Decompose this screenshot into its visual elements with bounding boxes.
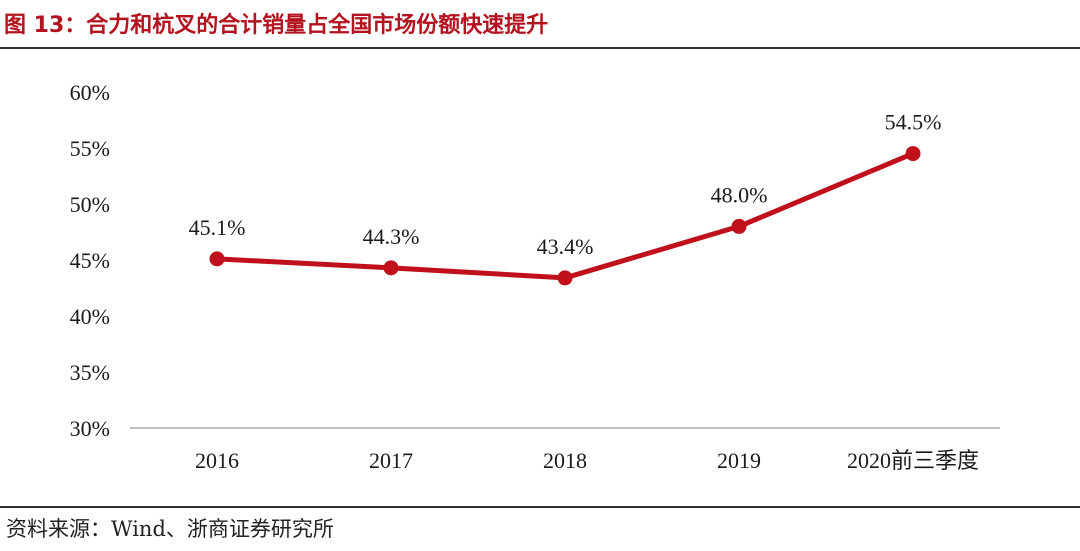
y-tick-label: 40% <box>70 304 110 329</box>
x-tick-label: 2017 <box>369 448 413 473</box>
series-line <box>214 151 916 281</box>
x-tick-label: 2020前三季度 <box>847 448 979 473</box>
x-tick-label: 2018 <box>543 448 587 473</box>
y-tick-label: 50% <box>70 192 110 217</box>
data-label: 48.0% <box>711 182 768 207</box>
y-tick-label: 30% <box>70 416 110 441</box>
bottom-rule <box>0 506 1080 508</box>
series-layer: 45.1% 44.3% 43.4% 48.0% 54.5% <box>189 110 942 286</box>
source-note: 资料来源：Wind、浙商证券研究所 <box>6 517 334 541</box>
y-tick-label: 45% <box>70 248 110 273</box>
top-rule <box>0 47 1080 49</box>
x-tick-label: 2016 <box>195 448 239 473</box>
x-axis: 2016 2017 2018 2019 2020前三季度 <box>130 427 1000 473</box>
y-axis: 30% 35% 40% 45% 50% 55% 60% <box>70 80 110 441</box>
data-label: 43.4% <box>537 234 594 259</box>
data-point <box>905 146 921 162</box>
data-label: 54.5% <box>885 110 942 135</box>
y-tick-label: 35% <box>70 360 110 385</box>
data-point <box>383 260 399 276</box>
figure-title: 图 13：合力和杭叉的合计销量占全国市场份额快速提升 <box>4 13 549 38</box>
data-point <box>731 218 747 234</box>
chart-area: 30% 35% 40% 45% 50% 55% 60% 2016 2017 2018 2019 20… <box>0 50 1080 504</box>
data-point <box>209 251 225 267</box>
data-point <box>557 270 573 286</box>
data-label: 44.3% <box>363 224 420 249</box>
line-chart: 30%35%40%45%50%55%60% 2016 2017 2018 2019 20… <box>70 80 1000 473</box>
x-tick-label: 2019 <box>717 448 761 473</box>
data-label: 45.1% <box>189 215 246 240</box>
y-tick-label: 60% <box>70 80 110 105</box>
y-tick-label: 55% <box>70 136 110 161</box>
